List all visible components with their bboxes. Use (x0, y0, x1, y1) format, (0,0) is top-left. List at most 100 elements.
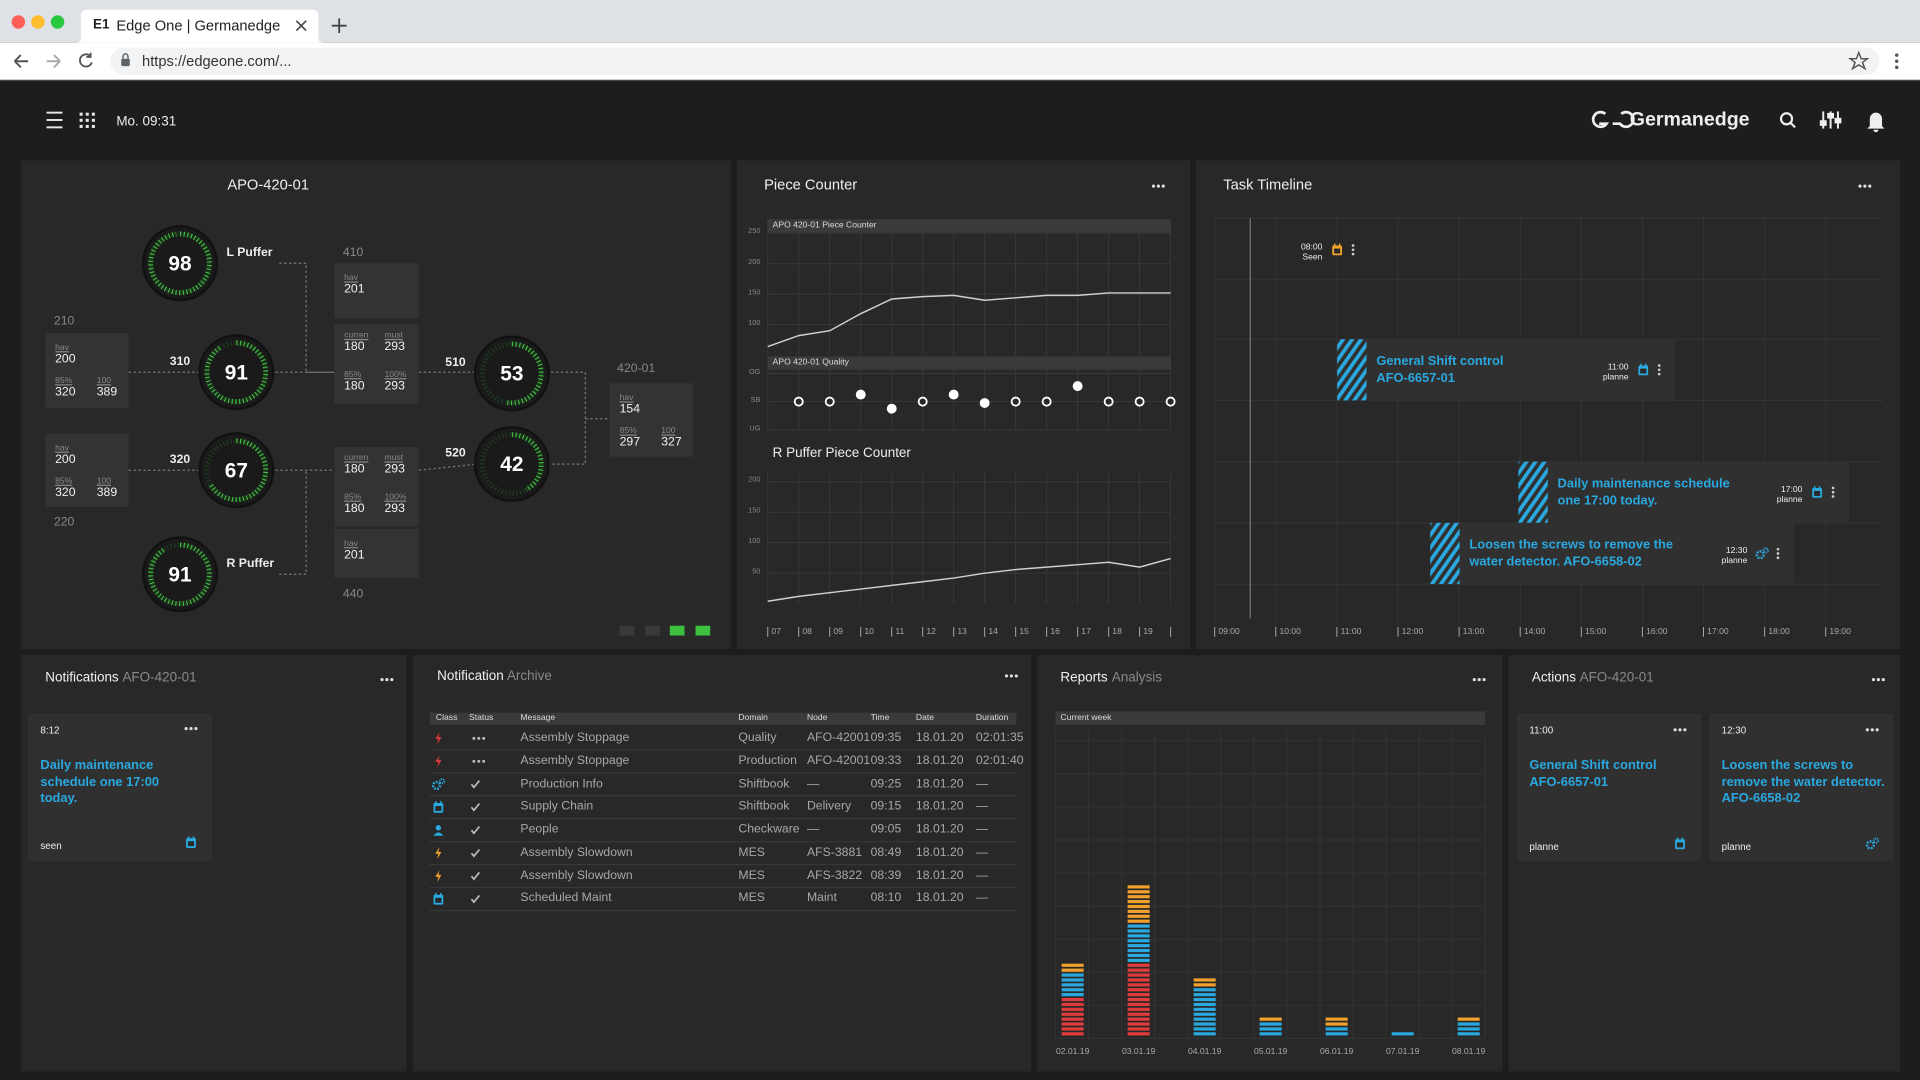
panel-menu[interactable] (1673, 728, 1687, 732)
settings-button[interactable] (1819, 111, 1842, 129)
station-value: 154 (619, 402, 641, 417)
panel-menu[interactable] (1865, 728, 1879, 732)
browser-menu[interactable] (1895, 53, 1899, 70)
station-label: hav (619, 394, 634, 403)
table-cell: AFS-3881 (806, 845, 863, 860)
bar-stripe (1391, 1032, 1414, 1036)
panel-menu[interactable] (1151, 184, 1165, 188)
panel-menu[interactable] (380, 678, 394, 682)
table-cell: Assembly Slowdown (520, 868, 633, 883)
panel-menu[interactable] (1004, 674, 1018, 678)
gauge-arc (505, 341, 544, 406)
line-series (767, 292, 1171, 348)
gauge-track (204, 438, 269, 503)
column-header[interactable]: Status (468, 713, 494, 723)
bar-stripe (1193, 1022, 1216, 1026)
menu-dot (1858, 184, 1862, 188)
station-value: 201 (344, 548, 365, 563)
forward-button[interactable] (46, 54, 61, 69)
close-window[interactable] (11, 15, 26, 29)
menu-dot (1351, 248, 1355, 252)
station-value: 200 (55, 352, 76, 367)
station-label: 85% (55, 376, 73, 386)
panel-subtitle: AFO-420-01 (1579, 670, 1654, 685)
more-button[interactable] (1351, 244, 1355, 256)
icon-part (1762, 547, 1769, 554)
more-button[interactable] (1657, 364, 1661, 376)
card-text[interactable]: Loosen the screws to remove the water de… (1721, 757, 1885, 806)
maximize-window[interactable] (50, 15, 65, 29)
table-cell: People (520, 822, 559, 837)
gauge-label: 320 (169, 453, 191, 467)
panel-menu[interactable] (1472, 678, 1486, 682)
table-header (429, 712, 1017, 725)
y-tick-label: 200 (748, 259, 761, 267)
dropdown[interactable] (1055, 711, 1486, 725)
station-box (45, 333, 129, 408)
url-text[interactable]: https://edgeone.com/... (142, 52, 292, 70)
task-text[interactable]: Daily maintenance schedule one 17:00 tod… (1557, 476, 1730, 508)
column-header[interactable]: Duration (975, 713, 1009, 723)
x-tick-label: 19:00 (1829, 627, 1851, 637)
task-text[interactable]: General Shift control AFO-6657-01 (1376, 353, 1504, 386)
station-label: hav (55, 343, 69, 353)
dropdown-text[interactable]: Current week (1060, 713, 1112, 722)
x-tick-label: 10 (864, 627, 874, 637)
calendar-icon (1332, 243, 1343, 256)
back-button[interactable] (14, 54, 29, 69)
panel-title: Task Timeline (1223, 176, 1313, 194)
search-button[interactable] (1779, 112, 1796, 129)
panel-menu[interactable] (1871, 678, 1885, 682)
station-label: 100 (661, 427, 676, 436)
new-tab[interactable] (331, 18, 347, 34)
panel-menu[interactable] (1858, 184, 1872, 188)
card-text[interactable]: Daily maintenance schedule one 17:00 tod… (40, 757, 160, 806)
menu-toggle[interactable] (46, 111, 63, 129)
table-cell: — (975, 822, 989, 837)
tab-close[interactable] (295, 20, 307, 32)
gear-icon (1755, 547, 1769, 560)
notifications-bell[interactable] (1867, 112, 1885, 133)
bar-stripe (1061, 968, 1084, 972)
card-text[interactable]: General Shift control AFO-6657-01 (1529, 757, 1657, 790)
app-grid[interactable] (79, 112, 95, 128)
tab-title[interactable]: Edge One | Germanedge (116, 16, 281, 35)
icon-part (1755, 550, 1765, 560)
bar-stripe (1127, 1002, 1150, 1007)
bar-stripe (1325, 1027, 1348, 1031)
pager[interactable] (619, 625, 711, 636)
menu-dot (1351, 252, 1355, 256)
more-button[interactable] (1776, 547, 1780, 560)
menu-dot (1865, 728, 1869, 732)
icon-part (433, 832, 444, 836)
menu-dot (1870, 728, 1874, 732)
menu-dot (1657, 368, 1661, 372)
column-header[interactable]: Class (435, 713, 458, 723)
bar-stripe (1127, 953, 1150, 958)
address-bar[interactable] (110, 47, 1880, 75)
bar-stripe (1061, 978, 1084, 982)
column-header[interactable]: Time (870, 713, 890, 723)
bookmark-star[interactable] (1848, 50, 1870, 71)
panel-menu[interactable] (184, 726, 198, 731)
more-button[interactable] (1831, 486, 1835, 498)
active-tab[interactable] (75, 9, 324, 43)
table-cell: Production Info (520, 776, 603, 791)
column-header[interactable]: Domain (738, 713, 768, 723)
reload-button[interactable] (79, 52, 93, 68)
station-label: 100 (96, 477, 112, 486)
table-cell: Quality (738, 731, 777, 745)
column-header[interactable]: Message (520, 713, 556, 723)
menu-dot (1156, 184, 1160, 188)
column-header[interactable]: Node (806, 713, 828, 723)
table-cell: 18.01.20 (915, 822, 964, 837)
gauge-track (480, 341, 544, 406)
column-header[interactable]: Date (915, 713, 935, 723)
y-tick-label: 150 (748, 507, 761, 516)
icon-part (477, 736, 481, 740)
task-text[interactable]: Loosen the screws to remove the water de… (1469, 537, 1674, 569)
icon-part (1640, 368, 1647, 374)
minimize-window[interactable] (31, 15, 45, 29)
panel-title: Notification (437, 669, 504, 684)
bar-stripe (1061, 973, 1084, 977)
